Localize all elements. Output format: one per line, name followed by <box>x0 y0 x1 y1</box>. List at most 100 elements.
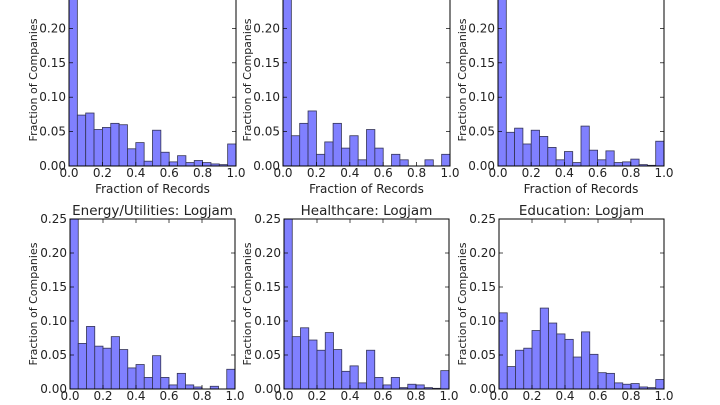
bar <box>69 0 78 166</box>
histogram-panel-2: 0.0 0.2 0.4 0.6 0.8 1.00.000.050.100.150.20Fr… <box>456 0 674 196</box>
bar <box>160 151 170 166</box>
bar <box>291 336 301 389</box>
x-tick-label: 0.8 <box>621 166 640 180</box>
y-axis-label: Fraction of Companies <box>456 18 469 141</box>
x-tick-label: 0.4 <box>340 389 359 403</box>
panel-title: Healthcare: Logjam <box>301 203 433 219</box>
bar <box>135 142 145 166</box>
axes-frame <box>282 0 451 167</box>
bar <box>308 339 318 389</box>
bar <box>102 127 112 166</box>
y-tick-label: 0.15 <box>40 280 67 294</box>
x-tick-label: 0.4 <box>126 389 145 403</box>
y-tick-label: 0.05 <box>469 348 496 362</box>
bar <box>300 327 310 389</box>
y-tick-label: 0.00 <box>40 382 67 396</box>
y-tick-label: 0.10 <box>39 90 66 104</box>
bar <box>539 307 549 389</box>
bar <box>588 149 598 166</box>
bar <box>655 379 664 389</box>
bar <box>324 141 334 166</box>
bar <box>316 349 326 389</box>
x-tick-label: 0.4 <box>555 166 574 180</box>
x-tick-label: 0.2 <box>93 166 112 180</box>
bar <box>333 349 343 389</box>
bar <box>366 129 376 166</box>
y-axis-label: Fraction of Companies <box>27 242 40 365</box>
x-tick-label: 0.6 <box>374 166 393 180</box>
y-tick-label: 0.10 <box>40 314 67 328</box>
x-tick-label: 0.0 <box>59 166 78 180</box>
y-tick-label: 0.10 <box>254 314 281 328</box>
bar <box>135 364 145 389</box>
y-tick-label: 0.20 <box>39 21 66 35</box>
bar <box>70 219 79 389</box>
bar <box>283 0 292 166</box>
bar <box>77 343 87 389</box>
bar <box>580 125 590 166</box>
y-tick-label: 0.15 <box>254 280 281 294</box>
x-axis-label: Fraction of Records <box>524 182 639 196</box>
panel-title: Energy/Utilities: Logjam <box>72 203 233 219</box>
x-tick-label: 0.4 <box>340 166 359 180</box>
x-tick-label: 1.0 <box>654 166 673 180</box>
bar <box>564 151 574 166</box>
x-tick-label: 0.8 <box>193 166 212 180</box>
bar <box>357 159 367 166</box>
bar <box>441 153 450 166</box>
bars <box>283 0 450 166</box>
x-tick-label: 0.4 <box>555 389 574 403</box>
bars <box>498 0 664 166</box>
bar <box>349 135 359 166</box>
axes-frame <box>497 0 665 167</box>
bar <box>94 345 104 389</box>
x-tick-label: 0.2 <box>522 166 541 180</box>
axes-frame <box>68 0 237 167</box>
y-tick-label: 0.00 <box>39 159 66 173</box>
bar <box>143 377 153 389</box>
bar <box>176 372 186 389</box>
bar <box>605 150 615 166</box>
bar <box>160 377 170 389</box>
y-tick-label: 0.15 <box>468 56 495 70</box>
bar <box>556 333 566 389</box>
y-axis-label: Fraction of Companies <box>456 242 469 365</box>
y-tick-label: 0.20 <box>40 246 67 260</box>
bar <box>589 353 599 389</box>
bar <box>110 122 120 166</box>
x-tick-label: 1.0 <box>226 166 245 180</box>
bars <box>69 0 236 166</box>
y-tick-label: 0.25 <box>40 212 67 226</box>
bar <box>440 370 449 389</box>
bar <box>127 148 137 166</box>
x-axis-label: Fraction of Records <box>309 182 424 196</box>
y-tick-label: 0.05 <box>468 125 495 139</box>
x-tick-label: 0.0 <box>60 389 79 403</box>
bar <box>332 122 342 166</box>
y-tick-label: 0.05 <box>40 348 67 362</box>
y-tick-label: 0.05 <box>254 348 281 362</box>
bar <box>290 135 301 166</box>
bar <box>531 330 541 389</box>
bar <box>514 127 524 166</box>
x-tick-label: 0.6 <box>588 389 607 403</box>
bar <box>86 326 96 389</box>
x-tick-label: 0.8 <box>407 166 426 180</box>
y-tick-label: 0.20 <box>254 246 281 260</box>
x-tick-label: 1.0 <box>225 389 244 403</box>
bar <box>530 129 540 166</box>
x-tick-label: 0.8 <box>621 389 640 403</box>
bar <box>424 159 434 166</box>
bars <box>499 307 664 389</box>
bar <box>102 347 112 389</box>
bar <box>597 372 607 389</box>
y-tick-label: 0.20 <box>253 21 280 35</box>
bar <box>118 124 128 166</box>
x-axis-label: Fraction of Records <box>95 182 210 196</box>
x-tick-label: 1.0 <box>440 166 459 180</box>
bar <box>227 143 236 166</box>
bar <box>505 131 515 166</box>
bar <box>605 372 615 389</box>
bar <box>349 365 359 389</box>
